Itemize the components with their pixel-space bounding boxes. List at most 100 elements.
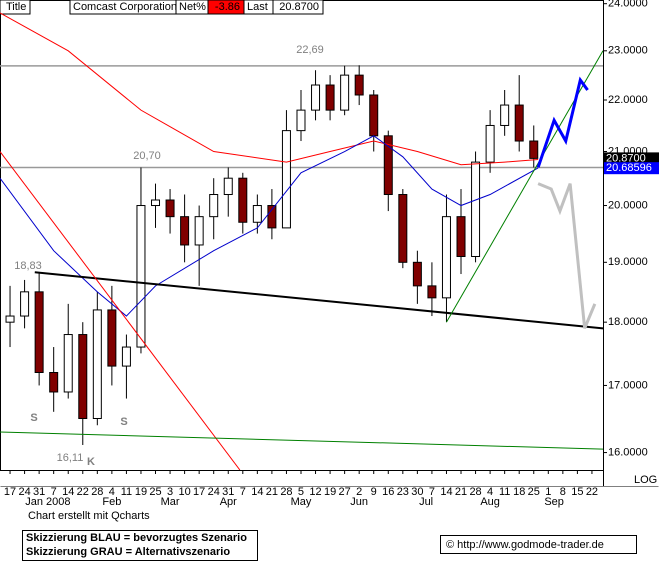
y-tick-label: 16.0000 bbox=[608, 446, 648, 458]
overlay-line bbox=[536, 76, 589, 168]
x-tick-label: 7 bbox=[51, 486, 57, 498]
overlay-line bbox=[0, 431, 603, 450]
candle-body bbox=[78, 334, 88, 419]
overlay-line bbox=[537, 182, 597, 329]
x-tick-label: 25 bbox=[528, 486, 540, 498]
axis-line bbox=[0, 486, 659, 487]
header-title: Title bbox=[6, 1, 26, 13]
x-tick-label: 28 bbox=[469, 486, 481, 498]
annotation: 16,11 bbox=[57, 452, 84, 464]
candle-body bbox=[49, 372, 59, 393]
y-tick-label: 24.0000 bbox=[608, 0, 648, 10]
x-tick-label: 17 bbox=[4, 486, 16, 498]
legend-box bbox=[22, 530, 258, 561]
annotation: S bbox=[30, 412, 37, 424]
x-tick-label: 22 bbox=[77, 486, 89, 498]
candle-body bbox=[63, 334, 73, 393]
y-tick-label: 20.0000 bbox=[608, 199, 648, 211]
x-tick-label: 10 bbox=[178, 486, 190, 498]
header-last-label: Last bbox=[247, 1, 268, 13]
candle-body bbox=[34, 291, 44, 374]
month-label: May bbox=[291, 496, 312, 508]
annotation: 20,70 bbox=[133, 150, 161, 162]
source-box bbox=[440, 535, 637, 554]
x-tick-label: 19 bbox=[324, 486, 336, 498]
x-tick-label: 14 bbox=[251, 486, 263, 498]
x-tick-label: 21 bbox=[266, 486, 278, 498]
header-cell bbox=[0, 0, 31, 15]
month-label: Jun bbox=[350, 496, 368, 508]
overlay-line bbox=[34, 271, 603, 330]
x-tick-label: 24 bbox=[18, 486, 30, 498]
candle-body bbox=[180, 216, 190, 246]
candle-body bbox=[427, 285, 437, 299]
candle-body bbox=[369, 94, 379, 137]
header-last: 20.8700 bbox=[279, 1, 319, 13]
x-tick-label: 4 bbox=[487, 486, 493, 498]
annotation: 18,83 bbox=[14, 260, 42, 272]
x-tick-label: 24 bbox=[208, 486, 220, 498]
candle-body bbox=[209, 194, 219, 218]
candle-body bbox=[223, 177, 233, 196]
x-tick-label: 25 bbox=[149, 486, 161, 498]
legend-line: Skizzierung GRAU = Alternativszenario bbox=[26, 546, 230, 558]
annotation: K bbox=[87, 456, 95, 468]
price-tag bbox=[604, 152, 659, 165]
candle-body bbox=[107, 309, 117, 367]
candle-body bbox=[471, 161, 481, 258]
log-label: LOG bbox=[634, 474, 657, 486]
candle-body bbox=[500, 104, 510, 126]
candle-body bbox=[20, 291, 30, 317]
candle-body bbox=[514, 104, 524, 142]
x-tick-label: 15 bbox=[571, 486, 583, 498]
candle-body bbox=[267, 205, 277, 229]
price-tag-label: 20.68596 bbox=[606, 162, 652, 174]
candle-body bbox=[151, 199, 161, 207]
annotation: S bbox=[120, 416, 127, 428]
x-tick-label: 31 bbox=[222, 486, 234, 498]
candle-body bbox=[398, 194, 408, 263]
month-label: Apr bbox=[220, 496, 237, 508]
month-label: Feb bbox=[102, 496, 121, 508]
source: © http://www.godmode-trader.de bbox=[446, 539, 604, 551]
header-cell bbox=[272, 0, 324, 15]
month-label: Jan 2008 bbox=[25, 496, 70, 508]
x-tick-label: 27 bbox=[339, 486, 351, 498]
price-tag-label: 20.8700 bbox=[606, 152, 646, 164]
candle-body bbox=[252, 205, 262, 223]
candle-body bbox=[296, 109, 306, 132]
overlay-line bbox=[0, 151, 241, 470]
overlay-line bbox=[0, 12, 539, 166]
x-tick-label: 2 bbox=[356, 486, 362, 498]
month-label: Jul bbox=[419, 496, 433, 508]
x-tick-label: 4 bbox=[109, 486, 115, 498]
candle-body bbox=[412, 261, 422, 287]
month-label: Sep bbox=[544, 496, 564, 508]
x-tick-label: 14 bbox=[440, 486, 452, 498]
candle-body bbox=[354, 74, 364, 96]
y-tick-label: 18.0000 bbox=[608, 316, 648, 328]
annotation: 22,69 bbox=[296, 44, 324, 56]
candle-body bbox=[325, 84, 335, 111]
x-tick-label: 3 bbox=[167, 486, 173, 498]
legend-line: Skizzierung BLAU = bevorzugtes Szenario bbox=[26, 532, 247, 544]
x-tick-label: 5 bbox=[298, 486, 304, 498]
x-tick-label: 14 bbox=[62, 486, 74, 498]
header-net-label: Net% bbox=[179, 1, 206, 13]
x-tick-label: 31 bbox=[33, 486, 45, 498]
candle-body bbox=[238, 177, 248, 223]
y-tick-label: 23.0000 bbox=[608, 45, 648, 57]
x-tick-label: 28 bbox=[280, 486, 292, 498]
candle-body bbox=[340, 74, 350, 111]
candle-body bbox=[456, 216, 466, 258]
y-tick-label: 17.0000 bbox=[608, 379, 648, 391]
x-tick-label: 16 bbox=[382, 486, 394, 498]
y-tick-label: 22.0000 bbox=[608, 94, 648, 106]
x-tick-label: 28 bbox=[91, 486, 103, 498]
candle-body bbox=[441, 216, 451, 299]
header-name: Comcast Corporation bbox=[73, 1, 177, 13]
x-tick-label: 30 bbox=[411, 486, 423, 498]
price-tag bbox=[604, 162, 659, 175]
